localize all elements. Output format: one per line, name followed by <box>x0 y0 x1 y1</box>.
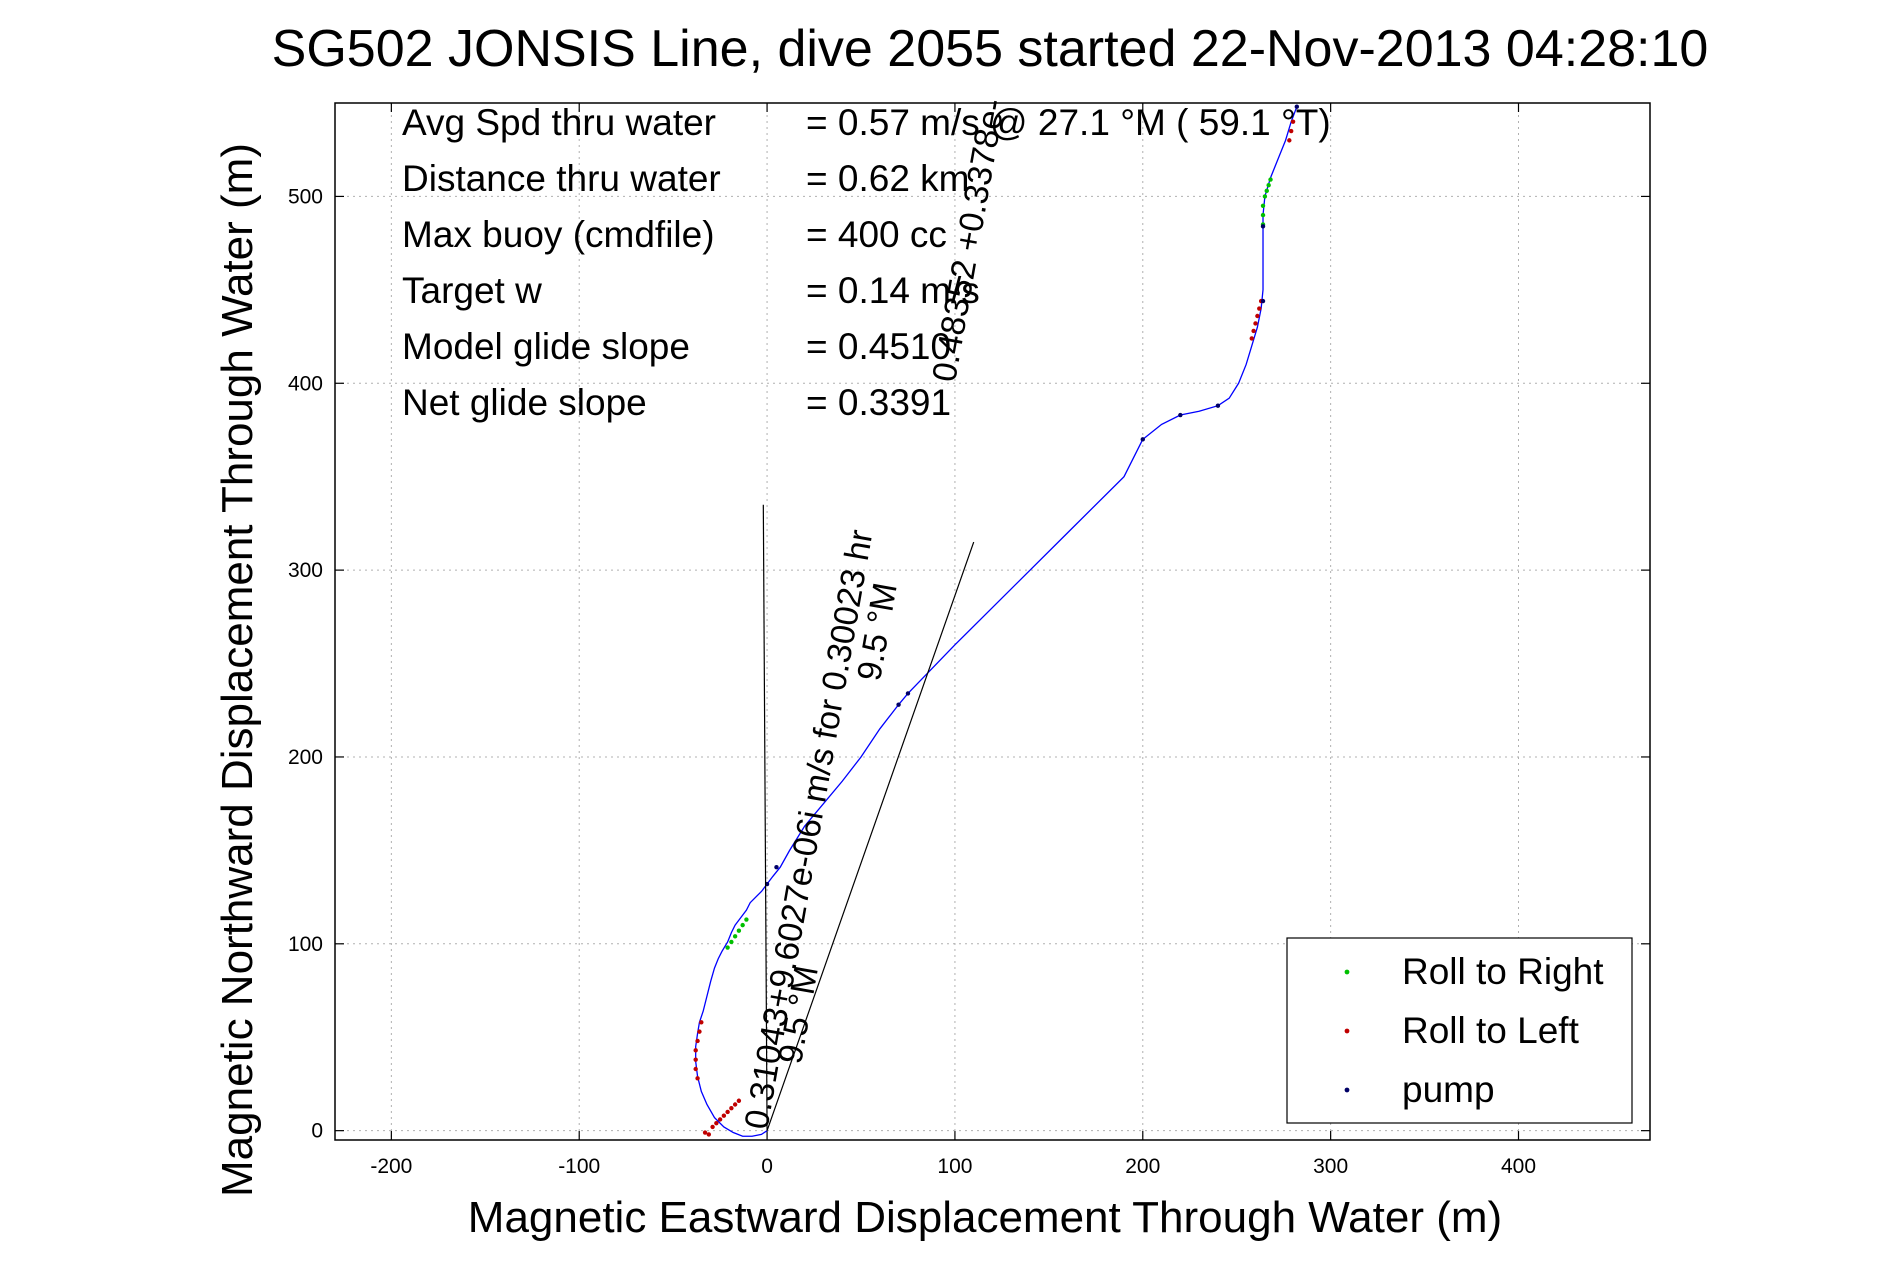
roll-to-left-point <box>1288 128 1294 134</box>
info-value: = 0.3391 <box>806 382 951 423</box>
roll-to-right-point <box>736 928 742 933</box>
pump-point <box>1140 437 1145 442</box>
y-tick-label: 0 <box>311 1120 323 1143</box>
pump-point <box>774 865 779 870</box>
legend-marker-roll-to-left <box>1344 1028 1350 1034</box>
roll-to-left-point <box>693 1066 698 1072</box>
legend-marker-roll-to-right <box>1344 969 1350 975</box>
legend-marker-pump <box>1344 1087 1350 1093</box>
roll-to-right-point <box>744 917 749 922</box>
legend-box <box>1286 937 1633 1124</box>
chart-title: SG502 JONSIS Line, dive 2055 started 22-… <box>272 20 1709 78</box>
roll-to-left-point <box>1249 336 1254 341</box>
x-tick-label: 0 <box>761 1155 773 1178</box>
y-tick-label: 500 <box>288 185 323 208</box>
axes-frame <box>334 102 1651 1141</box>
info-label: Target w <box>402 270 542 311</box>
info-value: = 0.14 m/s <box>806 270 980 311</box>
roll-to-right-point <box>1262 194 1268 199</box>
x-tick-label: -100 <box>558 1155 600 1178</box>
info-value: = 0.4510 <box>806 326 951 367</box>
roll-to-right-point <box>1268 177 1273 182</box>
roll-to-left-point <box>732 1102 738 1107</box>
roll-to-right-point <box>725 945 730 950</box>
y-tick-label: 400 <box>288 372 323 395</box>
roll-to-left-point <box>710 1124 715 1130</box>
x-tick-label: -200 <box>370 1155 412 1178</box>
pump-point <box>905 691 911 696</box>
legend-label-roll-to-left: Roll to Left <box>1402 1010 1580 1051</box>
info-label: Model glide slope <box>402 326 690 367</box>
roll-to-right-point <box>1260 212 1266 218</box>
roll-to-left-point <box>693 1048 698 1053</box>
roll-to-left-point <box>1290 119 1296 124</box>
roll-to-left-point <box>702 1130 708 1135</box>
y-axis-label: Magnetic Northward Displacement Through … <box>213 143 262 1197</box>
roll-to-left-point <box>1255 313 1260 319</box>
roll-to-left-point <box>1257 306 1262 311</box>
y-tick-label: 100 <box>288 933 323 956</box>
tick-labels: -200 -100 0 100 200 300 400 0 100 200 300 400 500 <box>288 185 1536 1178</box>
pump-point <box>896 702 901 707</box>
pump-point <box>1215 403 1221 408</box>
info-label: Avg Spd thru water <box>402 102 716 143</box>
info-value: = 0.62 km <box>806 158 970 199</box>
x-tick-label: 400 <box>1501 1155 1536 1178</box>
x-tick-label: 200 <box>1125 1155 1160 1178</box>
info-value: = 400 cc <box>806 214 947 255</box>
reference-line <box>766 541 975 1131</box>
y-tick-label: 200 <box>288 746 323 769</box>
info-label: Distance thru water <box>402 158 721 199</box>
dive-info-block: Avg Spd thru water = 0.57 m/s @ 27.1 °M (… <box>402 102 1331 423</box>
roll-to-left-point <box>697 1029 702 1034</box>
reference-line <box>762 504 768 1131</box>
x-tick-label: 300 <box>1313 1155 1348 1178</box>
legend: Roll to Right Roll to Left pump <box>1286 937 1633 1124</box>
roll-to-left-point <box>1253 321 1258 326</box>
y-tick-label: 300 <box>288 559 323 582</box>
roll-to-left-point <box>717 1117 723 1122</box>
x-axis-label: Magnetic Eastward Displacement Through W… <box>468 1193 1502 1242</box>
roll-to-right-point <box>1260 203 1266 208</box>
info-label: Max buoy (cmdfile) <box>402 214 715 255</box>
roll-to-left-point <box>695 1076 700 1081</box>
plot-series <box>693 104 1300 1137</box>
roll-to-left-point <box>714 1120 719 1126</box>
roll-to-left-point <box>725 1109 730 1115</box>
roll-to-left-point <box>736 1098 742 1103</box>
roll-to-right-point <box>729 939 734 945</box>
roll-to-right-point <box>732 934 738 939</box>
x-tick-label: 100 <box>937 1155 972 1178</box>
info-value: = 0.57 m/s @ 27.1 °M ( 59.1 °T) <box>806 102 1331 143</box>
roll-to-right-point <box>1264 188 1269 194</box>
roll-to-left-point <box>721 1113 727 1118</box>
roll-to-left-point <box>1287 138 1292 143</box>
pump-point <box>1260 298 1266 304</box>
roll-to-right-point <box>1266 183 1271 188</box>
legend-label-pump: pump <box>1402 1069 1495 1110</box>
pump-point <box>1294 104 1300 109</box>
roll-to-left-point <box>695 1038 700 1044</box>
roll-to-left-point <box>699 1020 704 1025</box>
info-label: Net glide slope <box>402 382 647 423</box>
roll-to-right-point <box>740 922 745 928</box>
roll-to-left-point <box>706 1132 712 1137</box>
track-line <box>695 106 1298 1137</box>
roll-to-left-point <box>729 1106 734 1111</box>
legend-label-roll-to-right: Roll to Right <box>1402 951 1604 992</box>
roll-to-left-point <box>1251 328 1256 334</box>
pump-point <box>1178 412 1183 418</box>
pump-point <box>1260 224 1266 229</box>
roll-to-left-point <box>693 1057 698 1062</box>
